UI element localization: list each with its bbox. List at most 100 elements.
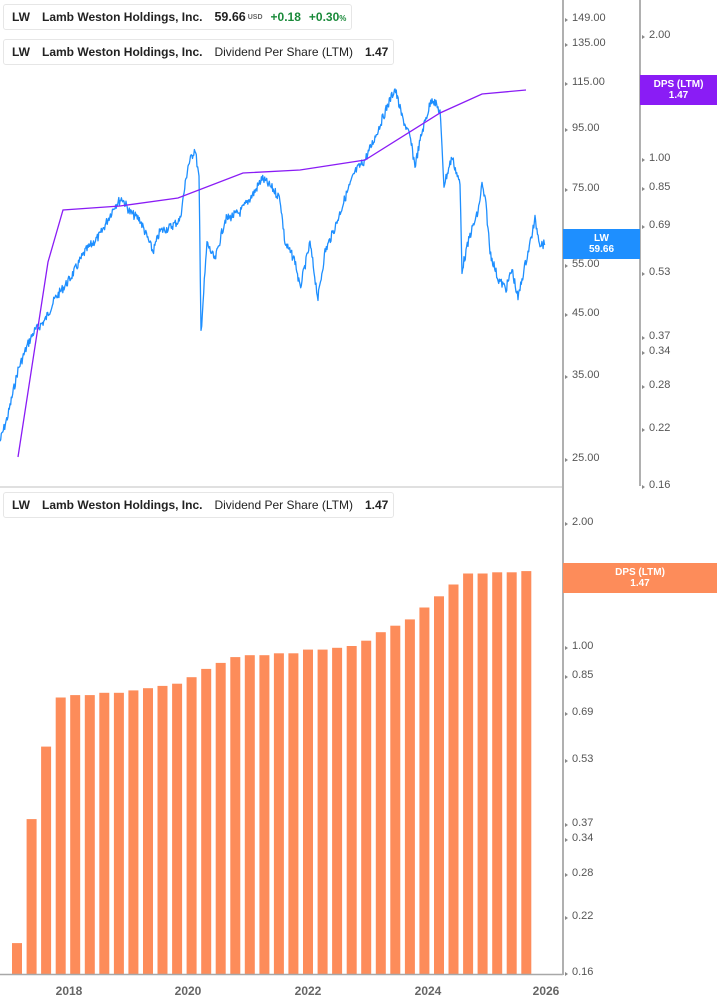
dps-bar (273, 653, 284, 974)
dps-tick: 0.69 (564, 706, 594, 718)
dps-tick: 0.22 (564, 910, 594, 922)
price-tick: 55.00 (565, 258, 600, 270)
price-tick: 135.00 (565, 37, 606, 49)
legend-price: 59.66 (214, 10, 246, 24)
dps-bar (215, 662, 226, 974)
dps-bar (288, 653, 299, 974)
price-tick: 35.00 (565, 369, 600, 381)
dps-bar (201, 668, 212, 974)
dps-bar (477, 573, 488, 974)
dps-bottom-badge-value: 1.47 (630, 578, 650, 589)
dps-tick: 1.00 (564, 640, 594, 652)
dps-bar (128, 690, 139, 974)
dps-bar (186, 677, 197, 974)
price-tick: 115.00 (565, 76, 605, 88)
price-badge-value: 59.66 (588, 244, 615, 255)
legend-value: 1.47 (364, 45, 389, 59)
dps-top-legend[interactable]: LW Lamb Weston Holdings, Inc. Dividend P… (3, 39, 394, 65)
price-tick: 45.00 (565, 307, 600, 319)
dps-tick: 0.22 (641, 422, 671, 434)
price-badge: LW 59.66 (563, 229, 640, 259)
price-badge-label: LW (594, 233, 609, 244)
dps-bar (492, 572, 503, 974)
dps-bar (143, 688, 153, 974)
price-tick: 25.00 (565, 452, 600, 464)
dps-bar (419, 607, 430, 974)
dps-top-badge-label: DPS (LTM) (653, 79, 704, 90)
dps-tick: 0.28 (564, 867, 594, 879)
dps-tick: 0.85 (564, 669, 594, 681)
dps-tick: 0.37 (641, 330, 671, 342)
dps-tick: 0.53 (641, 266, 671, 278)
dps-tick: 0.85 (641, 181, 671, 193)
dps-top-badge: DPS (LTM) 1.47 (640, 75, 717, 105)
dps-bar (463, 573, 474, 974)
dps-tick: 2.00 (564, 516, 594, 528)
dps-bar (434, 596, 444, 974)
dps-bar (12, 943, 22, 974)
dps-bar (521, 571, 532, 974)
x-tick-label: 2024 (414, 984, 442, 998)
dps-tick: 0.34 (564, 832, 594, 844)
dps-bar (157, 685, 168, 974)
dps-line (17, 89, 527, 458)
dps-tick: 2.00 (641, 29, 671, 41)
dps-tick: 0.37 (564, 817, 594, 829)
dps-bar (70, 695, 81, 974)
dps-bar (404, 619, 415, 974)
dps-bar (26, 819, 37, 974)
dps-bar (113, 692, 124, 974)
legend-ticker: LW (12, 498, 30, 512)
x-tick-label: 2022 (294, 984, 322, 998)
legend-currency: USD (247, 13, 263, 21)
legend-change: +0.18 (270, 10, 301, 24)
dps-bar (361, 640, 372, 974)
dps-bar (55, 697, 66, 974)
dps-top-axis-line (639, 0, 641, 486)
dps-bar (172, 683, 183, 974)
price-tick: 75.00 (565, 182, 600, 194)
dps-bottom-axis-line (562, 487, 564, 975)
dps-bottom-badge-label: DPS (LTM) (615, 567, 665, 578)
dps-bar (230, 657, 241, 974)
price-tick: 95.00 (565, 122, 600, 134)
dps-bar (259, 655, 270, 974)
dps-bars (12, 571, 532, 974)
dps-bar (506, 572, 517, 974)
dps-bar (84, 695, 95, 974)
x-tick-label: 2018 (55, 984, 83, 998)
legend-company: Lamb Weston Holdings, Inc. (42, 45, 203, 59)
legend-metric: Dividend Per Share (LTM) (214, 45, 353, 59)
dps-bottom-badge: DPS (LTM) 1.47 (563, 563, 717, 593)
dps-tick: 0.69 (641, 219, 671, 231)
legend-value: 1.47 (364, 498, 389, 512)
dps-tick: 0.34 (641, 345, 671, 357)
legend-company: Lamb Weston Holdings, Inc. (42, 10, 203, 24)
x-tick-label: 2020 (174, 984, 202, 998)
price-dps-line-chart (0, 88, 563, 488)
legend-ticker: LW (12, 45, 30, 59)
legend-change-pct: +0.30% (308, 10, 347, 24)
dps-tick: 0.16 (641, 479, 671, 491)
x-tick-label: 2026 (532, 984, 560, 998)
dps-bar (332, 647, 343, 974)
dps-bar (317, 649, 328, 974)
dps-top-badge-value: 1.47 (668, 90, 689, 101)
price-line (0, 88, 546, 442)
price-legend[interactable]: LW Lamb Weston Holdings, Inc. 59.66 USD … (3, 4, 352, 30)
legend-ticker: LW (12, 10, 30, 24)
dps-bar (390, 625, 401, 974)
price-tick: 149.00 (565, 12, 606, 24)
legend-company: Lamb Weston Holdings, Inc. (42, 498, 203, 512)
dps-bar (99, 692, 110, 974)
dps-tick: 0.53 (564, 753, 594, 765)
dps-tick: 0.28 (641, 379, 671, 391)
dps-tick: 0.16 (564, 966, 594, 978)
dps-bar (303, 649, 313, 974)
dps-tick: 1.00 (641, 152, 671, 164)
dps-bar (244, 655, 255, 974)
dps-bar (448, 584, 459, 974)
legend-metric: Dividend Per Share (LTM) (214, 498, 353, 512)
dps-bottom-legend[interactable]: LW Lamb Weston Holdings, Inc. Dividend P… (3, 492, 394, 518)
